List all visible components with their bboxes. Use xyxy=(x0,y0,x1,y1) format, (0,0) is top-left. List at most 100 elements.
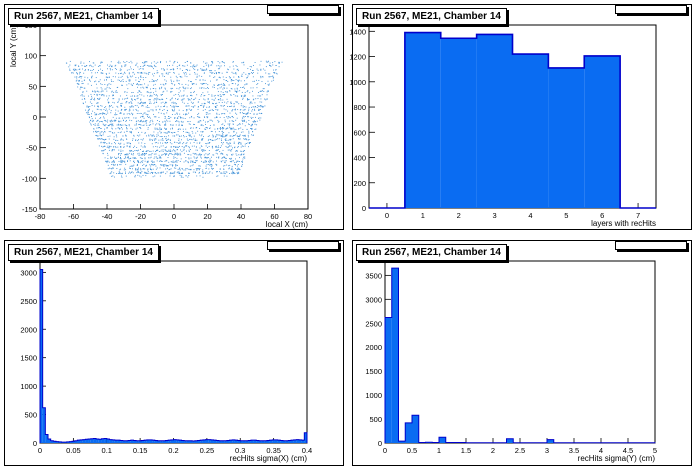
scatter-point xyxy=(141,84,143,86)
scatter-point xyxy=(136,109,138,111)
scatter-point xyxy=(250,125,252,127)
scatter-point xyxy=(230,94,232,96)
scatter-point xyxy=(182,101,184,103)
scatter-point xyxy=(142,62,143,64)
scatter-point xyxy=(153,61,155,63)
scatter-point xyxy=(139,175,141,177)
scatter-point xyxy=(174,152,176,154)
scatter-point xyxy=(189,123,191,125)
scatter-point xyxy=(222,134,224,136)
scatter-point xyxy=(219,98,221,100)
scatter-point xyxy=(98,124,100,126)
scatter-point xyxy=(185,145,187,147)
scatter-point xyxy=(154,83,156,85)
scatter-point xyxy=(148,65,150,67)
scatter-point xyxy=(204,128,206,130)
scatter-point xyxy=(165,88,166,90)
scatter-point xyxy=(213,84,215,86)
scatter-point xyxy=(165,165,167,167)
scatter-point xyxy=(133,160,135,162)
scatter-point xyxy=(107,152,109,154)
scatter-point xyxy=(201,87,203,88)
scatter-point xyxy=(140,128,142,130)
scatter-point xyxy=(227,127,229,129)
scatter-point xyxy=(124,71,125,73)
scatter-point xyxy=(102,113,104,114)
scatter-point xyxy=(230,158,232,160)
scatter-point xyxy=(160,94,162,96)
scatter-point xyxy=(240,80,242,82)
scatter-point xyxy=(177,160,179,162)
scatter-point xyxy=(80,95,82,97)
scatter-point xyxy=(189,135,191,137)
scatter-point xyxy=(78,80,80,82)
scatter-point xyxy=(192,103,194,104)
scatter-point xyxy=(142,114,144,116)
scatter-point xyxy=(221,83,223,85)
scatter-point xyxy=(108,125,110,127)
scatter-point xyxy=(210,80,211,82)
scatter-point xyxy=(185,105,187,107)
scatter-point xyxy=(182,65,184,67)
scatter-point xyxy=(149,102,150,104)
scatter-point xyxy=(256,68,258,70)
scatter-point xyxy=(212,109,213,111)
scatter-point xyxy=(124,65,126,67)
scatter-point xyxy=(228,125,230,127)
scatter-point xyxy=(218,84,220,86)
scatter-point xyxy=(129,109,131,111)
y-tick-label: 500 xyxy=(24,411,37,420)
scatter-point xyxy=(130,168,132,170)
scatter-point xyxy=(131,165,133,167)
scatter-point xyxy=(240,143,242,145)
scatter-point xyxy=(154,171,156,173)
scatter-point xyxy=(176,112,178,114)
scatter-point xyxy=(253,121,254,123)
scatter-point xyxy=(138,131,139,133)
histogram-bar xyxy=(58,441,62,443)
scatter-point xyxy=(107,135,109,137)
scatter-point xyxy=(213,154,215,156)
scatter-point xyxy=(105,113,107,115)
scatter-point xyxy=(133,135,135,137)
scatter-point xyxy=(228,149,230,151)
scatter-point xyxy=(178,88,180,90)
scatter-point xyxy=(172,110,173,112)
scatter-point xyxy=(151,143,153,145)
scatter-point xyxy=(130,60,132,62)
scatter-point xyxy=(101,109,103,111)
scatter-point xyxy=(228,123,230,125)
scatter-point xyxy=(181,172,183,174)
scatter-point xyxy=(147,84,149,86)
scatter-point xyxy=(167,72,169,74)
scatter-point xyxy=(109,135,111,137)
scatter-point xyxy=(113,138,115,140)
scatter-point xyxy=(207,121,209,123)
scatter-point xyxy=(121,108,123,110)
histogram-bar xyxy=(277,440,281,443)
scatter-point xyxy=(165,142,167,144)
scatter-point xyxy=(262,88,264,90)
scatter-point xyxy=(113,91,115,93)
scatter-point xyxy=(93,99,95,101)
scatter-point xyxy=(227,101,229,103)
scatter-point xyxy=(154,164,156,165)
scatter-point xyxy=(212,161,214,163)
scatter-point xyxy=(135,158,137,159)
scatter-point xyxy=(110,120,112,122)
scatter-point xyxy=(126,84,128,86)
scatter-point xyxy=(233,76,235,78)
scatter-point xyxy=(204,69,206,71)
scatter-point xyxy=(207,157,209,159)
scatter-point xyxy=(84,70,86,72)
scatter-point xyxy=(156,70,158,72)
x-tick-label: 80 xyxy=(304,212,312,221)
scatter-point xyxy=(220,99,222,101)
scatter-point xyxy=(212,147,214,149)
scatter-point xyxy=(190,149,191,151)
scatter-point xyxy=(116,136,118,138)
scatter-point xyxy=(149,81,151,83)
scatter-point xyxy=(193,123,195,125)
scatter-point xyxy=(143,64,145,66)
scatter-point xyxy=(244,135,246,137)
